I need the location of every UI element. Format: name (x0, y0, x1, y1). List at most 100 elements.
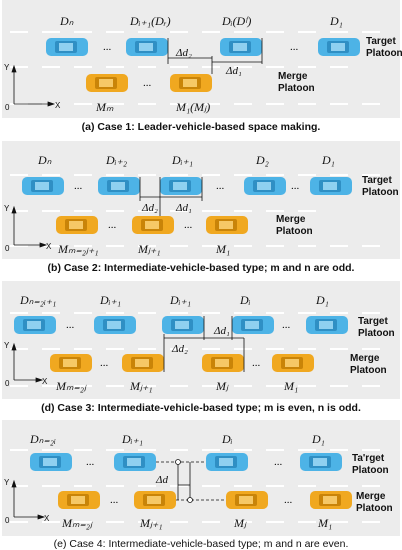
vehicle-label: D₁ (321, 153, 335, 167)
vehicle-label: Mⱼ₊₁ (137, 242, 161, 256)
reference-point (175, 459, 181, 465)
dots: ... (100, 357, 109, 369)
merge-platoon-label: Merge (356, 491, 386, 502)
target-car (98, 177, 140, 195)
target-car (306, 316, 348, 334)
target-car (232, 316, 274, 334)
target-platoon-label: Target (362, 175, 392, 186)
axis-y-label: Y (4, 478, 10, 487)
axis-y-label: Y (4, 63, 10, 72)
merge-car (202, 354, 244, 372)
vehicle-label: Dᵢ₊₂ (105, 153, 127, 167)
dots: ... (66, 319, 75, 331)
vehicle-label: M₁ (283, 379, 298, 393)
vehicle-label: D₁ (329, 14, 343, 28)
vehicle-label: Mₘ (95, 100, 114, 114)
vehicle-label: Mⱼ (215, 379, 229, 393)
spacing-markers (167, 38, 263, 74)
merge-car (58, 491, 100, 509)
merge-platoon-label: Merge (350, 353, 380, 364)
lane-marks (10, 449, 380, 523)
scene-case-3: ... ... ... ... Δd₂ Δd₁ Dₙ₌₂ᵢ₊₁ Dᵢ₊₁ Dᵢ₊… (4, 293, 395, 393)
vehicle-label: Dᵢ(Dᶠ) (221, 14, 251, 28)
spacing-markers (139, 177, 203, 216)
vehicle-label: Dᵢ (221, 432, 233, 446)
merge-car (206, 216, 248, 234)
target-car (30, 453, 72, 471)
delta-label: Δd₂ (171, 343, 188, 355)
dots: ... (274, 456, 283, 468)
scene-case-2: ... ... ... ... ... Δd₂ Δd₁ Dₙ Dᵢ₊₂ Dᵢ₊₁… (4, 153, 399, 256)
target-car (244, 177, 286, 195)
delta-label: Δd₁ (225, 65, 242, 77)
dots: ... (103, 41, 112, 53)
panel-case-4: ... ... ... ... Δd Dₙ₌₂ᵢ Dᵢ₊₁ Dᵢ D₁ Mₘ₌₂… (0, 415, 402, 550)
axis-x-label: X (44, 514, 50, 523)
merge-platoon-label: Platoon (356, 503, 393, 514)
target-car (46, 38, 88, 56)
reference-point (187, 497, 193, 503)
vehicle-label: M₁(Mⱼ) (175, 100, 210, 114)
vehicle-label: D₁ (311, 432, 325, 446)
target-car (14, 316, 56, 334)
lane-marks (10, 174, 380, 247)
delta-label: Δd₂ (141, 202, 158, 214)
axes-icon (11, 205, 48, 248)
delta-label: Δd₂ (175, 47, 192, 59)
vehicle-label: M₁ (215, 242, 230, 256)
vehicle-label: Mⱼ (233, 516, 247, 530)
road-case-2 (2, 141, 400, 259)
axis-x-label: X (42, 377, 48, 386)
target-car (22, 177, 64, 195)
merge-car (226, 491, 268, 509)
vehicle-label: Mₘ₌₂ⱼ₊₁ (57, 242, 99, 256)
dots: ... (110, 494, 119, 506)
axis-x-label: X (46, 242, 52, 251)
merge-car (86, 74, 128, 92)
target-car (160, 177, 202, 195)
target-car (318, 38, 360, 56)
axis-x-label: X (55, 101, 61, 110)
scene-case-1: ... ... ... Δd₂ Δd₁ Dₙ Dᵢ₊₁(Dᵣ) Dᵢ(Dᶠ) D… (4, 14, 402, 114)
merge-car (56, 216, 98, 234)
target-car (206, 453, 248, 471)
axis-origin-label: 0 (5, 244, 10, 253)
merge-car (134, 491, 176, 509)
delta-label: Δd₁ (213, 325, 230, 337)
axes-icon (11, 342, 44, 383)
vehicle-label: D₁ (315, 293, 329, 307)
vehicle-label: D₂ (255, 153, 269, 167)
road-case-4 (2, 420, 400, 536)
vehicle-label: Dₙ (37, 153, 52, 167)
lane-marks (10, 312, 380, 387)
target-platoon-label: Target (358, 316, 388, 327)
vehicle-label: Dᵢ₊₁ (99, 293, 121, 307)
axes-icon (11, 64, 56, 107)
spacing-markers (156, 461, 226, 501)
axis-origin-label: 0 (5, 103, 10, 112)
vehicle-label: Dₙ (59, 14, 74, 28)
caption-case-1: (a) Case 1: Leader-vehicle-based space m… (81, 121, 321, 133)
merge-platoon-label: Merge (278, 71, 308, 82)
merge-platoon-label: Platoon (350, 365, 387, 376)
dots: ... (216, 180, 225, 192)
target-car (126, 38, 168, 56)
merge-car (272, 354, 314, 372)
vehicle-label: Mⱼ₊₁ (139, 516, 163, 530)
panel-case-1: ... ... ... Δd₂ Δd₁ Dₙ Dᵢ₊₁(Dᵣ) Dᵢ(Dᶠ) D… (0, 0, 402, 137)
merge-car (122, 354, 164, 372)
dots: ... (74, 180, 83, 192)
axis-y-label: Y (4, 341, 10, 350)
target-car (114, 453, 156, 471)
axis-origin-label: 0 (5, 516, 10, 525)
target-car (300, 453, 342, 471)
panel-case-2: ... ... ... ... ... Δd₂ Δd₁ Dₙ Dᵢ₊₂ Dᵢ₊₁… (0, 137, 402, 276)
target-platoon-label: Platoon (366, 48, 402, 59)
target-car (94, 316, 136, 334)
merge-platoon-label: Platoon (278, 83, 315, 94)
spacing-markers (163, 316, 245, 372)
vehicle-label: Dₙ₌₂ᵢ (29, 432, 56, 446)
target-platoon-label: Platoon (358, 328, 395, 339)
target-platoon-label: Target (366, 36, 396, 47)
vehicle-label: Dᵢ₊₁ (169, 293, 191, 307)
